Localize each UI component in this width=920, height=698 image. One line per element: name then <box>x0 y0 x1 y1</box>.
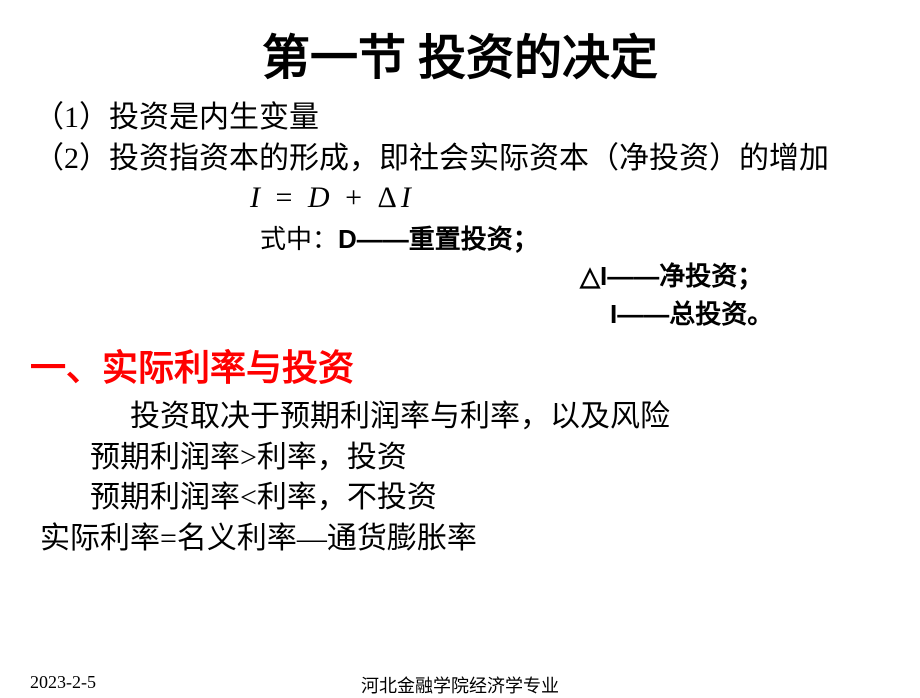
point-1: （1）投资是内生变量 <box>34 98 890 139</box>
definitions-block: 式中：D——重置投资； △I——净投资； I——总投资。 <box>260 221 890 333</box>
section-heading-1: 一、实际利率与投资 <box>30 339 890 391</box>
def-di-text: △I——净投资； <box>580 261 763 291</box>
paragraph-1: 投资取决于预期利润率与利率，以及风险 <box>130 397 890 438</box>
formula-investment: I = D + ΔI <box>250 181 890 215</box>
point-2: （2）投资指资本的形成，即社会实际资本（净投资）的增加 <box>34 139 890 180</box>
def-i-text: I——总投资。 <box>610 299 773 329</box>
formula-term-di: I <box>401 181 415 214</box>
def-prefix: 式中： <box>260 225 338 254</box>
def-delta-i: △I——净投资； <box>580 258 890 295</box>
def-d: 式中：D——重置投资； <box>260 221 890 258</box>
formula-lhs: I <box>250 181 264 214</box>
slide-title: 第一节 投资的决定 <box>30 18 890 88</box>
formula-delta: Δ <box>378 181 401 214</box>
formula-eq: = <box>276 181 297 214</box>
slide-container: 第一节 投资的决定 （1）投资是内生变量 （2）投资指资本的形成，即社会实际资本… <box>0 0 920 690</box>
formula-plus: + <box>345 181 366 214</box>
paragraph-2: 预期利润率>利率，投资 <box>90 438 890 479</box>
footer-institution: 河北金融学院经济学专业 <box>30 672 890 698</box>
paragraph-4: 实际利率=名义利率—通货膨胀率 <box>40 519 890 560</box>
def-d-text: D——重置投资； <box>338 224 539 254</box>
paragraph-3: 预期利润率<利率，不投资 <box>90 478 890 519</box>
def-i: I——总投资。 <box>610 296 890 333</box>
formula-term-d: D <box>308 181 334 214</box>
